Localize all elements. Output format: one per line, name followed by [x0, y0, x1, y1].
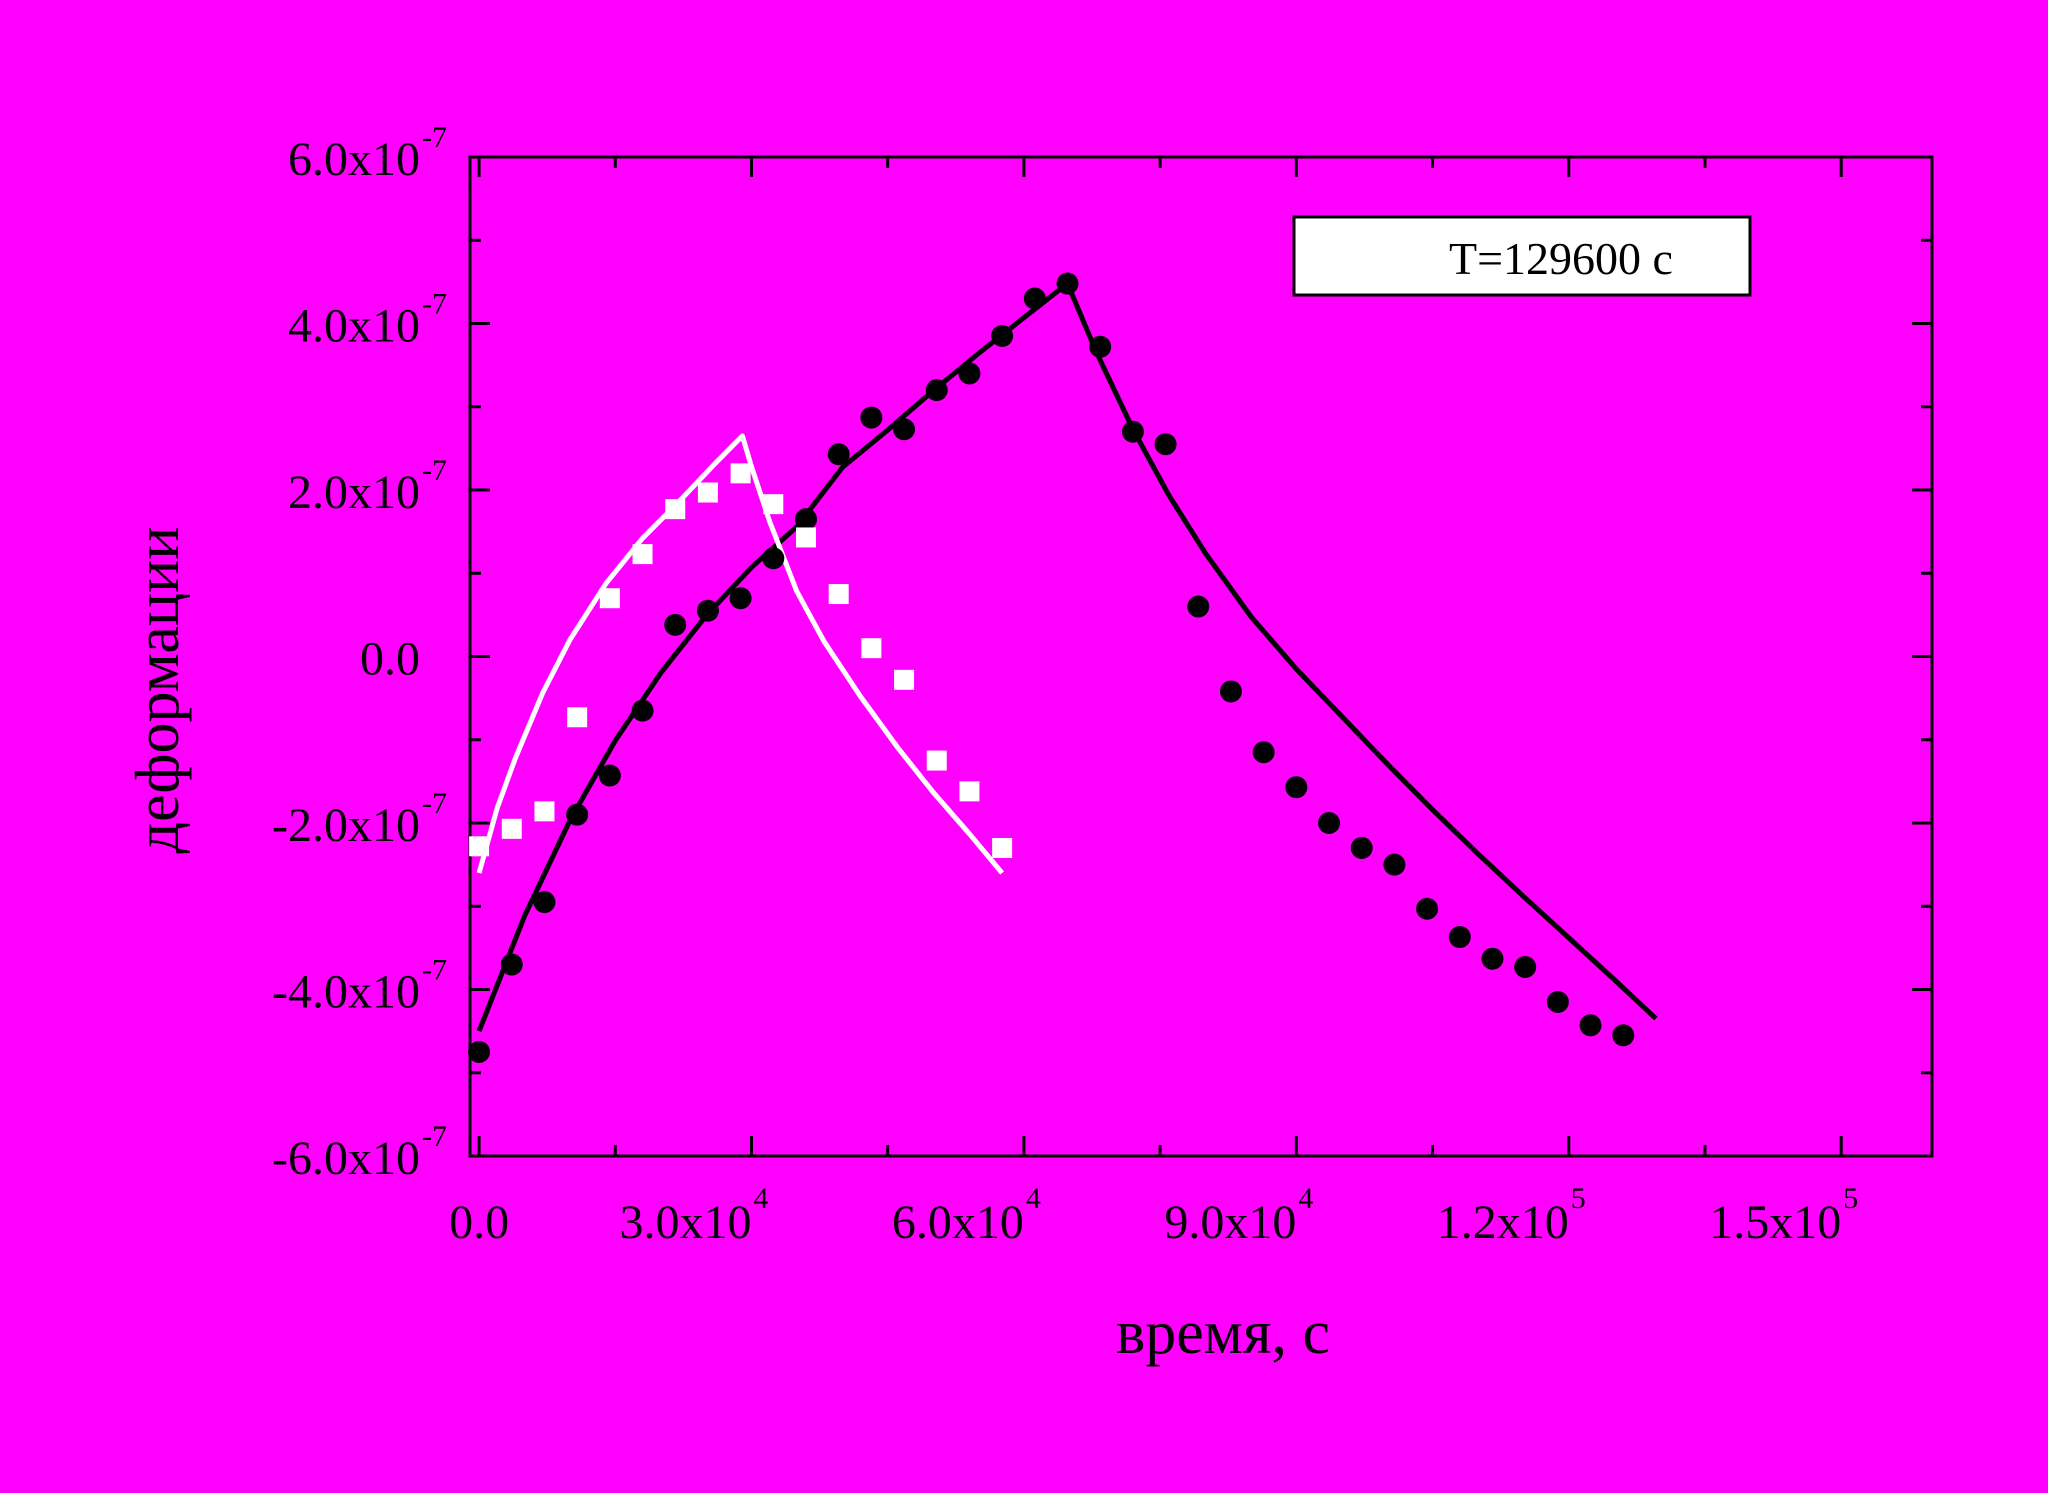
data-point-circle [1546, 990, 1569, 1013]
data-point-circle [925, 379, 948, 402]
x-tick-exponent: 4 [1026, 1182, 1041, 1215]
x-tick-label: 6.0x10 [892, 1196, 1024, 1249]
x-tick-exponent: 4 [1298, 1182, 1313, 1215]
data-point-circle [794, 508, 817, 531]
legend-label: T=129600 c [1449, 233, 1673, 284]
x-tick-exponent: 4 [754, 1182, 769, 1215]
data-point-circle [1579, 1014, 1602, 1037]
data-point-circle [1089, 335, 1112, 358]
data-point-circle [533, 891, 556, 914]
data-point-circle [598, 764, 621, 787]
y-tick-exponent: -7 [422, 121, 447, 154]
data-point-square [763, 494, 784, 515]
x-tick-label: 1.5x10 [1709, 1196, 1841, 1249]
data-point-circle [827, 443, 850, 466]
x-tick-label: 9.0x10 [1164, 1196, 1296, 1249]
data-point-circle [664, 613, 687, 636]
y-tick-label: 2.0x10 [288, 466, 420, 519]
data-point-circle [1154, 433, 1177, 456]
y-tick-exponent: -7 [422, 787, 447, 820]
x-axis-ticks: 0.0 3.0x10 4 6.0x10 4 9.0x10 4 1.2x10 5 1.5x10 5 [449, 157, 1858, 1249]
data-point-circle [1121, 420, 1144, 443]
data-point-square [501, 818, 522, 839]
data-point-square [469, 836, 490, 857]
legend-frame [1292, 215, 1752, 297]
data-point-circle [1416, 897, 1439, 920]
data-point-circle [631, 699, 654, 722]
data-point-square [959, 781, 980, 802]
data-point-square [665, 499, 686, 520]
fit-line-0 [476, 281, 1658, 1033]
data-point-circle [1056, 272, 1079, 295]
data-point-circle [991, 324, 1014, 347]
data-point-circle [762, 547, 785, 570]
y-axis-ticks: 6.0x10 -74.0x10 -72.0x10 -70.0-2.0x10 -7-4.0… [272, 121, 1932, 1185]
data-point-square [730, 463, 751, 484]
data-point-square [861, 638, 882, 659]
x-tick-label: 1.2x10 [1437, 1196, 1569, 1249]
data-point-square [632, 544, 653, 565]
fit-line-1 [476, 433, 1005, 875]
data-point-square [697, 482, 718, 503]
data-point-circle [1252, 741, 1275, 764]
data-point-square [992, 837, 1013, 858]
data-point-circle [1383, 853, 1406, 876]
data-point-square [599, 588, 620, 609]
data-point-circle [1514, 956, 1537, 979]
data-point-square [534, 801, 555, 822]
data-point-square [926, 750, 947, 771]
data-point-circle [500, 953, 523, 976]
data-point-circle [468, 1040, 491, 1063]
data-point-circle [1219, 680, 1242, 703]
data-point-circle [1285, 776, 1308, 799]
data-point-circle [1612, 1024, 1635, 1047]
y-tick-label: 4.0x10 [288, 300, 420, 353]
x-tick-label: 0.0 [449, 1196, 509, 1249]
plot-border [468, 155, 1934, 1158]
data-point-square [894, 669, 915, 690]
data-point-circle [1448, 926, 1471, 949]
data-point-circle [566, 803, 589, 826]
y-tick-label: -4.0x10 [272, 966, 420, 1019]
x-axis-label: время, с [1116, 1299, 1330, 1367]
data-point-circle [1350, 836, 1373, 859]
data-point-square [828, 584, 849, 605]
y-tick-label: -2.0x10 [272, 799, 420, 852]
data-point-circle [893, 418, 916, 441]
x-tick-label: 3.0x10 [620, 1196, 752, 1249]
legend: T=129600 c [1292, 215, 1752, 297]
x-tick-exponent: 5 [1843, 1182, 1858, 1215]
y-tick-label: -6.0x10 [272, 1132, 420, 1185]
data-point-circle [1481, 947, 1504, 970]
data-point-circle [958, 362, 981, 385]
series-layer [468, 272, 1658, 1063]
data-point-circle [1187, 595, 1210, 618]
y-tick-label: 0.0 [360, 633, 420, 686]
x-tick-exponent: 5 [1571, 1182, 1586, 1215]
data-point-circle [1023, 287, 1046, 310]
plot-frame [468, 155, 1934, 1158]
y-tick-exponent: -7 [422, 1120, 447, 1153]
data-point-square [567, 707, 588, 728]
y-tick-label: 6.0x10 [288, 133, 420, 186]
data-point-square [795, 527, 816, 548]
y-axis-label: деформации [124, 527, 192, 854]
data-point-circle [729, 587, 752, 610]
y-tick-exponent: -7 [422, 954, 447, 987]
y-tick-exponent: -7 [422, 454, 447, 487]
y-tick-exponent: -7 [422, 288, 447, 321]
data-point-circle [860, 406, 883, 429]
data-point-circle [1318, 812, 1341, 834]
data-point-circle [696, 599, 719, 622]
